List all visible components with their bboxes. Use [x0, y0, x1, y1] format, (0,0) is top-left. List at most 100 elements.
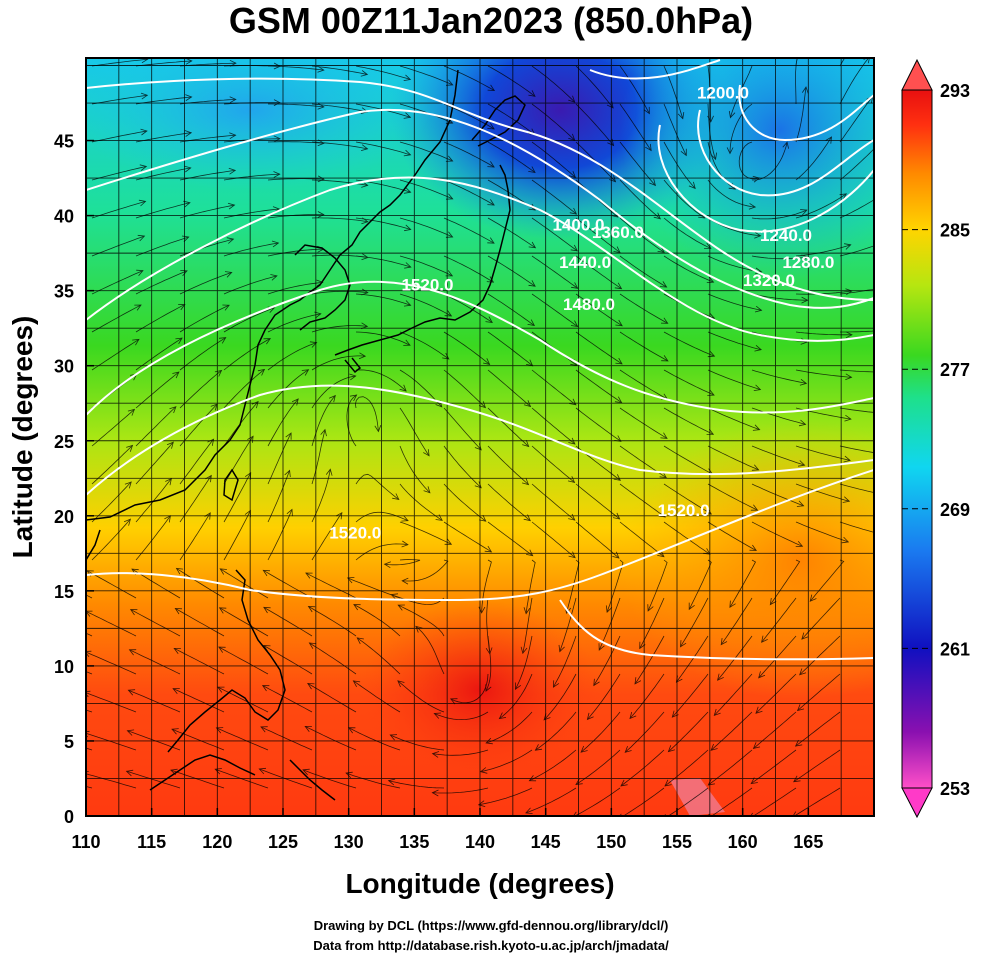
streamline: [531, 141, 576, 178]
colorbar-tick-label: 277: [940, 360, 970, 380]
streamline-arrow: [228, 167, 237, 175]
streamline: [619, 483, 666, 518]
streamline: [311, 179, 368, 186]
streamline: [311, 325, 368, 333]
streamline-arrow: [728, 110, 736, 119]
streamline-arrow: [888, 493, 895, 499]
streamline-arrow: [215, 727, 224, 734]
streamline: [91, 445, 133, 485]
streamline: [619, 255, 667, 288]
streamline: [531, 293, 578, 327]
streamline-arrow: [528, 280, 536, 287]
x-tick-label: 145: [531, 832, 561, 852]
contour-label: 1440.0: [559, 253, 611, 272]
streamline-arrow: [136, 269, 144, 276]
streamline-arrow: [431, 751, 440, 758]
streamline: [839, 199, 874, 219]
x-tick-label: 110: [71, 832, 100, 852]
x-tick-label: 150: [596, 832, 626, 852]
streamline-arrow: [38, 773, 45, 779]
streamline-arrow: [325, 468, 333, 476]
streamline: [267, 65, 324, 71]
streamline: [356, 637, 401, 675]
streamline: [397, 680, 445, 713]
streamline: [535, 711, 577, 751]
streamline-arrow: [671, 710, 679, 718]
streamline: [443, 255, 494, 283]
streamline: [390, 734, 445, 751]
streamline: [487, 369, 531, 407]
contour-label: 1520.0: [401, 276, 453, 295]
streamline: [311, 217, 368, 223]
temperature-field: [86, 58, 874, 816]
streamline: [91, 409, 135, 447]
streamline-arrow: [569, 207, 578, 215]
streamline: [91, 130, 147, 143]
streamline-arrow: [520, 646, 528, 655]
streamline: [223, 510, 251, 561]
streamline: [543, 673, 577, 721]
streamline-arrow: [218, 337, 227, 344]
streamline: [485, 635, 492, 692]
streamline: [86, 632, 93, 637]
streamline: [668, 711, 709, 752]
streamline: [575, 65, 614, 109]
streamline-arrow: [748, 203, 757, 210]
streamline-arrow: [713, 708, 721, 717]
streamline-arrow: [639, 641, 646, 650]
streamline-arrow: [286, 508, 293, 517]
streamline-arrow: [750, 504, 759, 511]
streamline: [751, 293, 808, 301]
streamline-arrow: [42, 573, 49, 578]
streamline-arrow: [798, 419, 807, 427]
x-tick-label: 115: [137, 832, 166, 852]
streamline: [218, 646, 269, 675]
streamline: [795, 331, 852, 336]
streamline-arrow: [795, 540, 804, 547]
streamline: [793, 787, 841, 816]
streamline-arrow: [308, 642, 317, 649]
streamline-arrow: [171, 728, 179, 735]
colorbar-max-arrow: [901, 58, 933, 91]
streamline-arrow: [487, 84, 496, 91]
streamline-arrow: [263, 606, 271, 614]
streamline-arrow: [229, 96, 237, 104]
streamline: [487, 141, 536, 173]
streamline-arrow: [374, 425, 382, 433]
streamline: [793, 749, 841, 783]
streamline-arrow: [794, 739, 803, 747]
streamline-arrow: [634, 677, 642, 685]
streamline-arrow: [843, 455, 851, 463]
streamline-arrow: [514, 682, 522, 690]
streamline-arrow: [126, 444, 134, 452]
streamline: [575, 103, 614, 146]
streamline: [751, 445, 805, 466]
streamline: [839, 445, 874, 454]
streamline-arrow: [754, 344, 762, 352]
streamline-arrow: [184, 165, 192, 173]
streamline: [664, 749, 709, 787]
streamline: [672, 673, 709, 718]
streamline: [179, 403, 218, 447]
streamline-arrow: [797, 460, 806, 467]
streamline-arrow: [353, 604, 361, 611]
streamline-arrow: [613, 246, 621, 254]
streamline-arrow: [615, 319, 623, 327]
streamline: [443, 407, 482, 451]
streamline: [267, 398, 299, 447]
streamline: [223, 338, 271, 371]
streamline-arrow: [360, 144, 369, 151]
streamline-arrow: [140, 128, 148, 136]
streamline: [174, 648, 225, 675]
streamline: [839, 407, 874, 413]
streamline: [86, 570, 137, 599]
streamline-arrow: [173, 648, 181, 655]
streamline: [620, 749, 665, 787]
streamline: [170, 769, 225, 789]
streamline: [354, 396, 379, 432]
streamline-arrow: [183, 200, 191, 208]
streamline: [619, 521, 665, 558]
contour-label: 1480.0: [563, 295, 615, 314]
streamline: [402, 559, 449, 582]
streamline-arrow: [258, 767, 267, 775]
